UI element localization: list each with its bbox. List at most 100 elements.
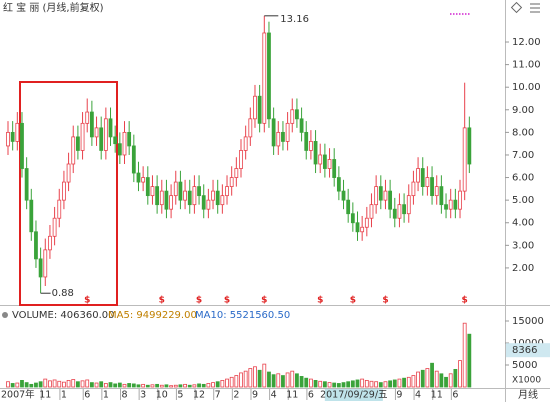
candle-body (99, 127, 104, 151)
volume-bar (215, 381, 220, 388)
volume-bar (416, 371, 420, 388)
x-tick-label: 5 (177, 390, 183, 401)
candle-body (388, 190, 393, 210)
volume-bar (346, 381, 351, 388)
candle-body (364, 217, 369, 228)
candle-body (383, 190, 388, 201)
diamond-icon[interactable] (510, 1, 523, 14)
candle-body (220, 195, 225, 206)
volume-bar (94, 382, 99, 388)
volume-bar (299, 376, 304, 388)
candle-body (38, 258, 43, 278)
ma10-header: MA10: 5521560.50 (195, 310, 290, 321)
candle-body (10, 131, 15, 142)
cursor-value-box (506, 343, 550, 358)
volume-bar (341, 382, 346, 388)
y-tick-label: 7.00 (512, 150, 534, 161)
panel-icon (2, 312, 8, 318)
candle-body (439, 186, 444, 206)
volume-bar (406, 376, 411, 388)
volume-bar (48, 380, 52, 388)
candle-body (150, 186, 155, 197)
volume-bar (192, 384, 197, 388)
x-tick-label: 6 (452, 390, 458, 401)
candle-body (462, 127, 467, 192)
candle-body (374, 186, 379, 206)
min-label: 0.88 (52, 288, 74, 299)
candle-body (131, 145, 136, 174)
x-tick-label: 2017/09/29/五 (320, 390, 387, 401)
candle-body (444, 204, 448, 210)
candle-body (318, 154, 323, 165)
candle-body (122, 131, 127, 156)
volume-bar (248, 368, 253, 388)
candle-body (62, 181, 66, 201)
candle-body (24, 168, 29, 201)
candle-body (406, 195, 411, 215)
candle-body (369, 204, 374, 219)
cursor-value: 8366 (512, 345, 537, 356)
volume-bar (271, 374, 276, 388)
candle-body (155, 186, 160, 206)
candle-body (141, 177, 146, 183)
volume-bar (318, 380, 323, 388)
volume-bar (397, 378, 402, 388)
volume-bar (34, 382, 38, 388)
candle-body (295, 109, 299, 120)
candle-body (89, 111, 94, 138)
candle-body (6, 131, 10, 147)
volume-bar (378, 382, 383, 388)
volume-tick-label: 5000 (512, 360, 537, 371)
volume-bar (239, 372, 243, 388)
volume-bar (267, 371, 271, 388)
volume-bar (108, 382, 113, 388)
candle-body (411, 181, 416, 197)
candle-body (57, 199, 62, 219)
volume-bar (458, 360, 462, 388)
ma5-header: MA5: 9499229.00 (108, 310, 197, 321)
volume-bar (462, 322, 467, 388)
candle-body (420, 168, 425, 187)
volume-bar (374, 381, 379, 388)
volume-bar (229, 376, 234, 388)
candle-body (243, 136, 248, 151)
volume-bar (145, 384, 150, 388)
candle-body (136, 172, 141, 183)
candle-body (15, 122, 20, 142)
dividend-marker: $ (196, 296, 202, 306)
candle-body (425, 177, 430, 187)
volume-bar (281, 375, 285, 388)
candle-body (113, 136, 118, 145)
volume-bar (76, 381, 80, 388)
x-tick-label: 4 (415, 390, 421, 401)
menu-icon[interactable] (530, 3, 540, 13)
candle-body (34, 231, 38, 260)
x-tick-label: 6 (308, 390, 314, 401)
volume-bar (52, 379, 57, 388)
volume-bar (103, 383, 108, 388)
volume-bar (364, 379, 369, 388)
candle-body (308, 141, 313, 151)
candle-body (346, 199, 351, 215)
volume-bar (425, 368, 430, 388)
candle-body (341, 190, 346, 201)
volume-bar (197, 383, 201, 388)
candle-body (290, 109, 295, 124)
candle-body (402, 204, 407, 215)
candle-body (453, 199, 458, 210)
volume-bar (122, 383, 127, 388)
volume-bar (62, 381, 66, 388)
volume-bar (85, 379, 90, 388)
x-tick-label: 11 (286, 390, 298, 401)
volume-bar (187, 384, 192, 388)
candle-body (178, 181, 183, 201)
volume-bar (113, 383, 118, 388)
x-tick-label: 4 (271, 390, 277, 401)
volume-bar (15, 382, 20, 388)
candle-body (20, 122, 24, 169)
volume-bar (369, 380, 374, 388)
candle-body (327, 159, 332, 169)
candle-body (85, 111, 90, 124)
volume-bar (10, 383, 15, 388)
max-label: 13.16 (280, 14, 309, 25)
